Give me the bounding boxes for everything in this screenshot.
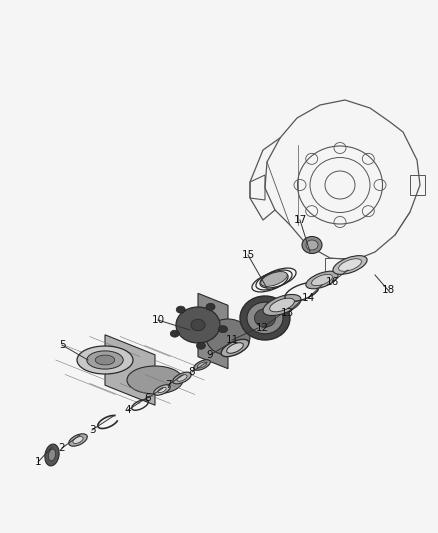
Ellipse shape (261, 272, 287, 286)
Text: 17: 17 (293, 215, 307, 225)
Text: 12: 12 (255, 323, 268, 333)
Text: 13: 13 (280, 308, 293, 318)
Ellipse shape (306, 240, 318, 250)
Ellipse shape (87, 351, 123, 369)
Ellipse shape (339, 259, 361, 271)
Ellipse shape (306, 271, 338, 289)
Ellipse shape (158, 387, 166, 393)
Ellipse shape (77, 346, 133, 374)
Ellipse shape (127, 366, 183, 394)
Ellipse shape (45, 444, 59, 466)
Ellipse shape (333, 256, 367, 274)
Ellipse shape (254, 309, 276, 327)
Text: 4: 4 (125, 405, 131, 415)
Ellipse shape (206, 303, 215, 310)
Ellipse shape (227, 343, 244, 353)
Text: 9: 9 (207, 350, 213, 360)
Ellipse shape (176, 306, 185, 313)
Text: 7: 7 (165, 380, 171, 390)
Polygon shape (198, 293, 228, 369)
Text: 3: 3 (88, 425, 95, 435)
Ellipse shape (194, 360, 210, 370)
Text: 8: 8 (189, 367, 195, 377)
Ellipse shape (263, 295, 301, 316)
Text: 1: 1 (35, 457, 41, 467)
Ellipse shape (73, 437, 83, 443)
Ellipse shape (176, 307, 220, 343)
Ellipse shape (191, 319, 205, 331)
Text: 14: 14 (301, 293, 314, 303)
Ellipse shape (95, 355, 115, 365)
Ellipse shape (219, 326, 227, 333)
Text: 15: 15 (241, 250, 254, 260)
Ellipse shape (240, 296, 290, 340)
Ellipse shape (196, 342, 205, 349)
Ellipse shape (49, 449, 56, 461)
Ellipse shape (206, 319, 250, 355)
Ellipse shape (198, 362, 207, 368)
Text: 18: 18 (381, 285, 395, 295)
Ellipse shape (270, 298, 294, 312)
Ellipse shape (69, 434, 87, 446)
Polygon shape (105, 335, 155, 405)
Text: 5: 5 (59, 340, 65, 350)
Ellipse shape (173, 372, 191, 384)
Ellipse shape (247, 302, 283, 334)
Text: 10: 10 (152, 315, 165, 325)
Text: 16: 16 (325, 277, 339, 287)
Ellipse shape (311, 274, 332, 286)
Ellipse shape (221, 340, 249, 357)
Ellipse shape (177, 375, 187, 381)
Ellipse shape (170, 330, 179, 337)
Ellipse shape (154, 385, 170, 395)
Text: 6: 6 (145, 393, 151, 403)
Text: 2: 2 (59, 443, 65, 453)
Ellipse shape (302, 237, 322, 254)
Text: 11: 11 (226, 335, 239, 345)
